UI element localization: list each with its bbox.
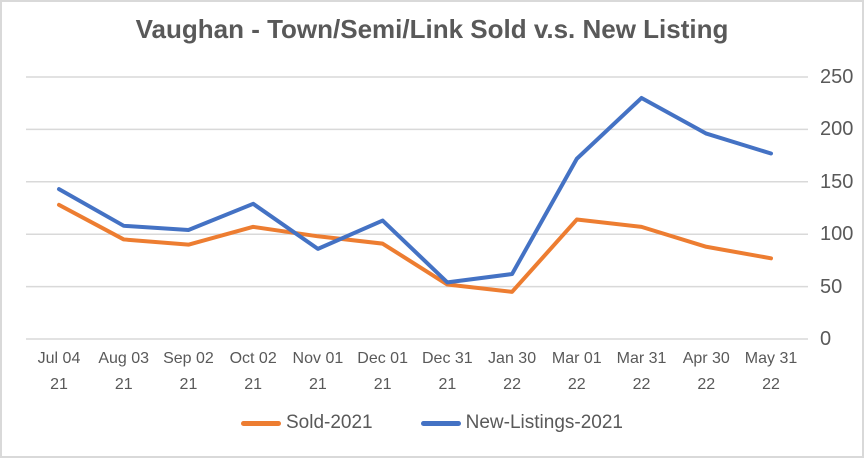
- x-tick-label: Jul 04 21: [37, 350, 81, 393]
- x-tick-label: Dec 01 21: [357, 350, 408, 393]
- legend-label: Sold-2021: [286, 412, 373, 433]
- y-tick-label: 50: [820, 275, 843, 298]
- legend-marker-icon: [241, 420, 281, 426]
- x-tick-label: May 31 22: [744, 350, 798, 393]
- x-tick-label: Apr 30 22: [682, 350, 730, 393]
- x-tick-label: Mar 01 22: [551, 350, 602, 393]
- y-tick-label: 100: [820, 223, 854, 246]
- chart-title: Vaughan - Town/Semi/Link Sold v.s. New L…: [135, 14, 729, 44]
- x-tick-label: Dec 31 21: [422, 350, 473, 393]
- y-tick-label: 150: [820, 170, 854, 193]
- y-tick-label: 0: [820, 328, 832, 350]
- x-tick-label: Oct 02 21: [229, 350, 277, 393]
- legend-label: New-Listings-2021: [465, 412, 623, 433]
- y-tick-label: 250: [820, 66, 854, 88]
- legend-item-new-listings-2021: New-Listings-2021: [420, 412, 623, 434]
- x-tick-label: Sep 02 21: [163, 350, 214, 393]
- legend-marker-icon: [420, 420, 461, 426]
- series-line-sold-2021: [57, 202, 773, 294]
- x-tick-label: Aug 03 21: [98, 350, 150, 393]
- x-tick-label: Nov 01 21: [292, 350, 344, 393]
- x-tick-label: Jan 30 22: [488, 350, 537, 393]
- y-tick-label: 200: [820, 118, 854, 141]
- legend-item-sold-2021: Sold-2021: [241, 412, 373, 434]
- legend: Sold-2021 New-Listings-2021: [2, 412, 862, 434]
- series-line-new-listings-2021: [57, 95, 773, 285]
- x-tick-label: Mar 31 22: [616, 350, 667, 393]
